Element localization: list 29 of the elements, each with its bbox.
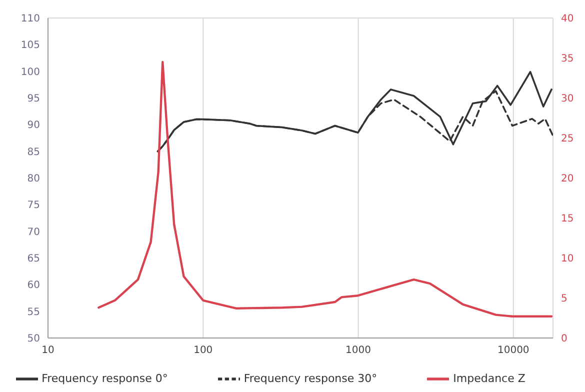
y2-tick-label: 15 — [561, 214, 574, 225]
y2-tick-label: 40 — [561, 14, 574, 25]
y-tick-label: 55 — [27, 306, 40, 318]
x-tick-label: 10000 — [497, 345, 530, 356]
y2-tick-label: 5 — [561, 294, 568, 305]
y-tick-label: 85 — [27, 146, 40, 158]
y-tick-label: 90 — [27, 120, 40, 132]
y2-tick-label: 25 — [561, 134, 574, 145]
y-tick-label: 50 — [27, 334, 40, 345]
y2-tick-label: 0 — [561, 334, 568, 345]
y2-tick-label: 10 — [561, 254, 574, 265]
y-tick-label: 60 — [27, 280, 40, 292]
y2-tick-label: 20 — [561, 174, 574, 185]
x-tick-label: 10 — [42, 345, 54, 356]
y2-tick-label: 35 — [561, 54, 574, 65]
y-tick-label: 80 — [27, 174, 40, 185]
y-tick-label: 100 — [20, 66, 40, 78]
y-tick-label: 105 — [20, 40, 40, 52]
legend-label: Frequency response 0° — [42, 372, 168, 386]
x-tick-label: 1000 — [346, 345, 371, 356]
y-tick-label: 70 — [27, 226, 40, 238]
y-tick-label: 95 — [27, 94, 40, 105]
y-tick-label: 110 — [20, 14, 40, 25]
y2-tick-label: 30 — [561, 94, 574, 105]
y-tick-label: 65 — [27, 254, 40, 265]
legend-label: Impedance Z — [453, 372, 526, 386]
x-tick-label: 100 — [194, 345, 213, 356]
y-tick-label: 75 — [27, 200, 40, 212]
legend-label: Frequency response 30° — [244, 372, 378, 386]
